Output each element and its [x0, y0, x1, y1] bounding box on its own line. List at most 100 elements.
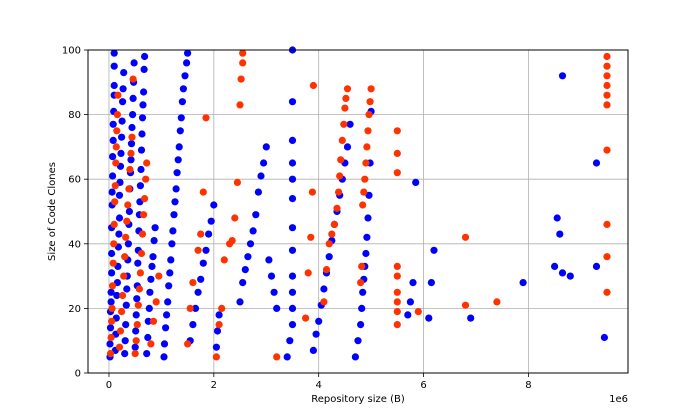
- data-point: [171, 198, 179, 206]
- x-tick-label: 2: [211, 380, 217, 391]
- data-point: [228, 237, 236, 245]
- data-point: [364, 214, 372, 222]
- x-tick-label: 4: [315, 380, 321, 391]
- data-point: [108, 304, 116, 312]
- data-point: [179, 85, 187, 93]
- data-point: [106, 324, 115, 332]
- data-point: [393, 308, 401, 316]
- x-axis-label: Repository size (B): [311, 394, 405, 405]
- data-point: [273, 304, 281, 312]
- data-point: [202, 246, 210, 254]
- data-point: [341, 104, 349, 112]
- data-point: [181, 72, 189, 80]
- data-point: [183, 59, 191, 67]
- data-point: [155, 272, 163, 280]
- data-point: [162, 324, 170, 332]
- data-point: [270, 288, 278, 296]
- data-point: [365, 191, 373, 199]
- data-point: [603, 253, 611, 261]
- data-point: [325, 240, 333, 248]
- data-point: [288, 224, 297, 232]
- data-point: [107, 298, 115, 306]
- data-point: [304, 269, 312, 277]
- data-point: [288, 175, 297, 183]
- data-point: [120, 272, 128, 280]
- data-point: [414, 308, 422, 316]
- data-point: [119, 291, 127, 300]
- data-point: [109, 136, 117, 144]
- x-axis-offset-label: 1e6: [609, 394, 628, 405]
- data-point: [461, 301, 470, 309]
- data-point: [147, 340, 155, 348]
- data-point: [110, 62, 118, 70]
- data-point: [233, 178, 241, 186]
- data-point: [603, 81, 611, 90]
- data-point: [603, 62, 611, 70]
- data-point: [106, 340, 114, 348]
- data-point: [172, 185, 180, 193]
- y-tick-label: 40: [68, 239, 81, 250]
- data-point: [115, 230, 123, 238]
- data-point: [194, 288, 202, 296]
- data-point: [393, 288, 401, 296]
- data-point: [427, 279, 435, 287]
- data-point: [231, 214, 239, 222]
- data-point: [197, 275, 205, 283]
- data-point: [592, 159, 601, 167]
- data-point: [184, 340, 192, 348]
- data-point: [133, 295, 141, 303]
- data-point: [320, 298, 328, 306]
- data-point: [393, 169, 401, 177]
- data-point: [144, 317, 152, 325]
- data-point: [322, 266, 331, 274]
- data-point: [115, 343, 124, 351]
- data-point: [121, 350, 129, 358]
- data-point: [288, 136, 297, 144]
- data-point: [519, 279, 527, 287]
- data-point: [592, 262, 601, 270]
- data-point: [556, 230, 564, 238]
- data-point: [144, 333, 152, 342]
- data-point: [254, 188, 262, 196]
- data-point: [357, 321, 365, 329]
- data-point: [205, 230, 213, 238]
- data-point: [320, 285, 328, 293]
- data-point: [136, 182, 144, 190]
- data-point: [393, 262, 401, 270]
- data-point: [186, 304, 194, 312]
- data-point: [404, 311, 412, 319]
- data-point: [363, 233, 371, 241]
- data-point: [132, 311, 140, 319]
- y-tick-label: 100: [62, 46, 81, 57]
- data-point: [109, 172, 117, 180]
- data-point: [177, 114, 185, 122]
- data-point: [558, 72, 567, 80]
- data-point: [365, 111, 373, 119]
- data-point: [343, 143, 352, 151]
- data-point: [146, 288, 154, 296]
- data-point: [194, 246, 202, 254]
- data-point: [110, 220, 118, 228]
- data-point: [393, 298, 401, 306]
- data-point: [115, 214, 124, 222]
- data-point: [119, 98, 127, 106]
- x-tick-label: 6: [420, 380, 426, 391]
- data-point: [118, 117, 126, 125]
- data-point: [312, 330, 320, 338]
- data-point: [362, 249, 370, 258]
- data-point: [121, 337, 129, 345]
- data-point: [150, 237, 158, 245]
- data-point: [362, 159, 370, 167]
- data-point: [551, 262, 559, 270]
- data-point: [143, 350, 151, 358]
- data-point: [288, 321, 297, 329]
- data-point: [359, 288, 367, 296]
- data-point: [148, 262, 156, 270]
- data-point: [110, 49, 118, 57]
- x-tick-label: 0: [106, 380, 112, 391]
- data-point: [333, 204, 341, 212]
- data-point: [129, 111, 137, 119]
- data-point: [351, 353, 359, 361]
